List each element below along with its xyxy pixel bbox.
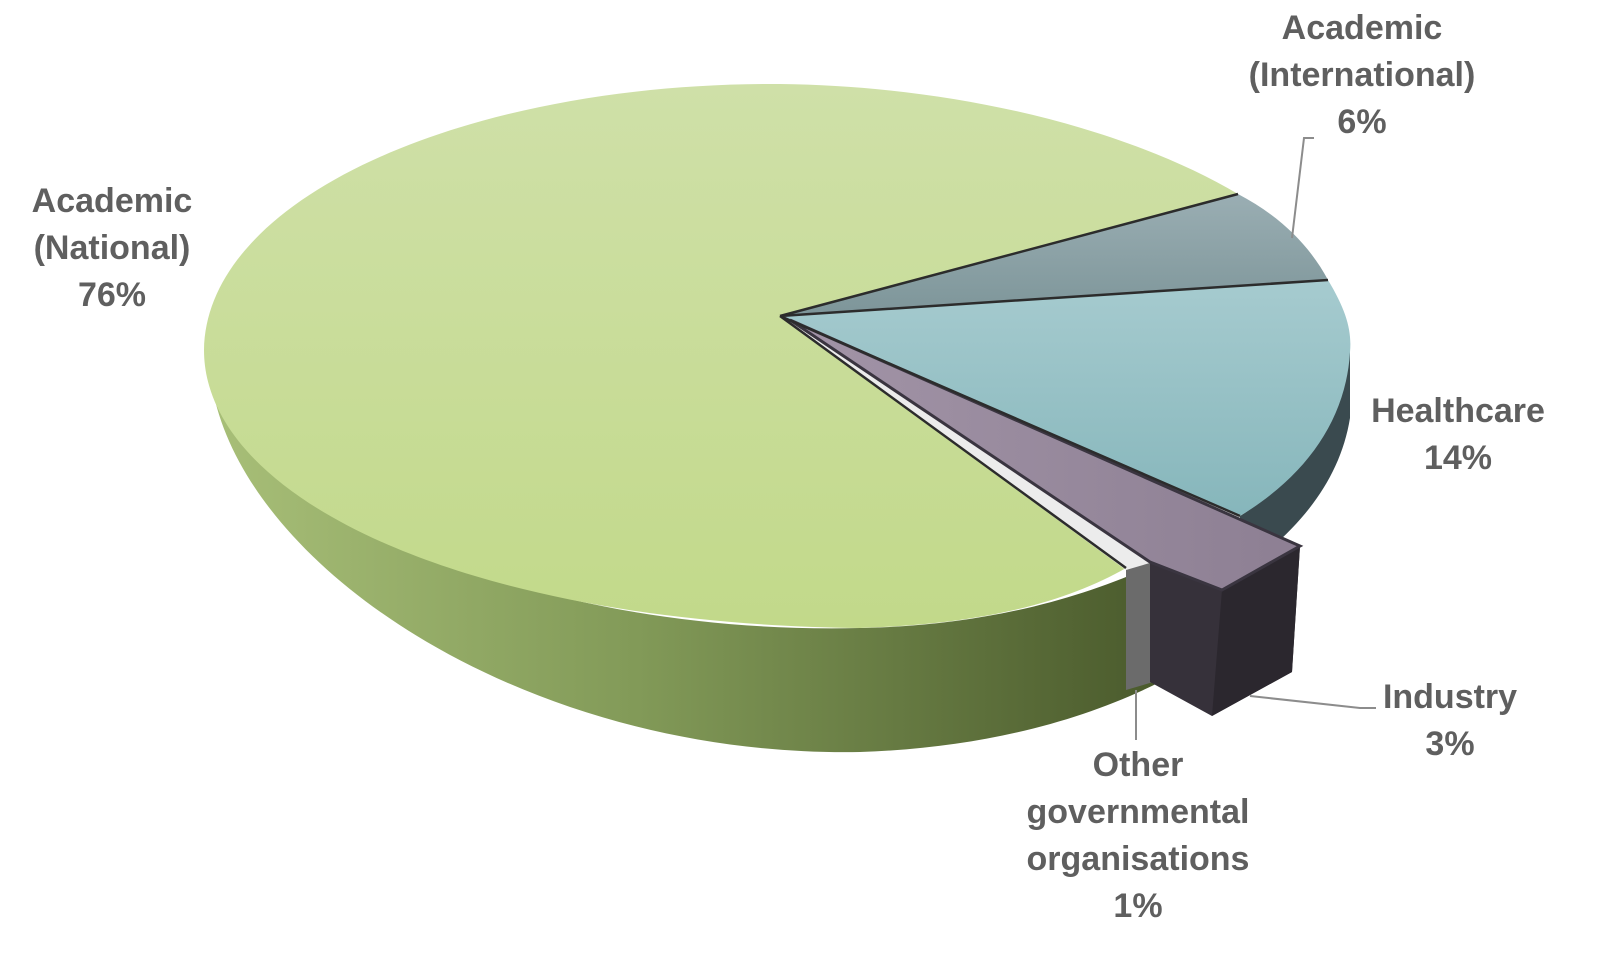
slice-top-healthcare — [780, 280, 1351, 516]
label-other-governmental-line: governmental — [1027, 793, 1250, 831]
label-industry-line: 3% — [1425, 725, 1474, 763]
slice-side-healthcare — [1240, 350, 1350, 572]
label-academic-national-line: (National) — [34, 229, 191, 267]
slice-side-industry-outer — [1212, 546, 1300, 716]
label-academic-international: Academic (International) 6% — [1249, 9, 1476, 141]
slice-top-industry — [789, 318, 1304, 592]
label-academic-international-line: Academic — [1282, 9, 1443, 47]
label-healthcare-line: Healthcare — [1371, 392, 1545, 430]
slice-side-academic-national — [208, 352, 1160, 753]
label-academic-international-line: 6% — [1337, 103, 1386, 141]
slice-top-academic-national — [204, 83, 1238, 628]
label-other-governmental-line: organisations — [1027, 840, 1250, 878]
slice-divider-lines — [779, 192, 1329, 570]
slice-top-academic-international — [780, 194, 1328, 316]
label-industry: Industry 3% — [1383, 678, 1517, 763]
label-other-governmental: Other governmental organisations 1% — [1027, 746, 1250, 925]
label-industry-line: Industry — [1383, 678, 1517, 716]
label-other-governmental-line: 1% — [1113, 887, 1162, 925]
label-academic-national-line: Academic — [32, 182, 193, 220]
label-academic-national: Academic (National) 76% — [32, 182, 193, 314]
label-healthcare-line: 14% — [1424, 439, 1492, 477]
leader-line-academic-international — [1291, 137, 1314, 239]
label-academic-international-line: (International) — [1249, 56, 1476, 94]
leader-line-industry — [1249, 695, 1376, 709]
label-academic-national-line: 76% — [78, 276, 146, 314]
label-healthcare: Healthcare 14% — [1371, 392, 1545, 477]
label-other-governmental-line: Other — [1093, 746, 1184, 784]
